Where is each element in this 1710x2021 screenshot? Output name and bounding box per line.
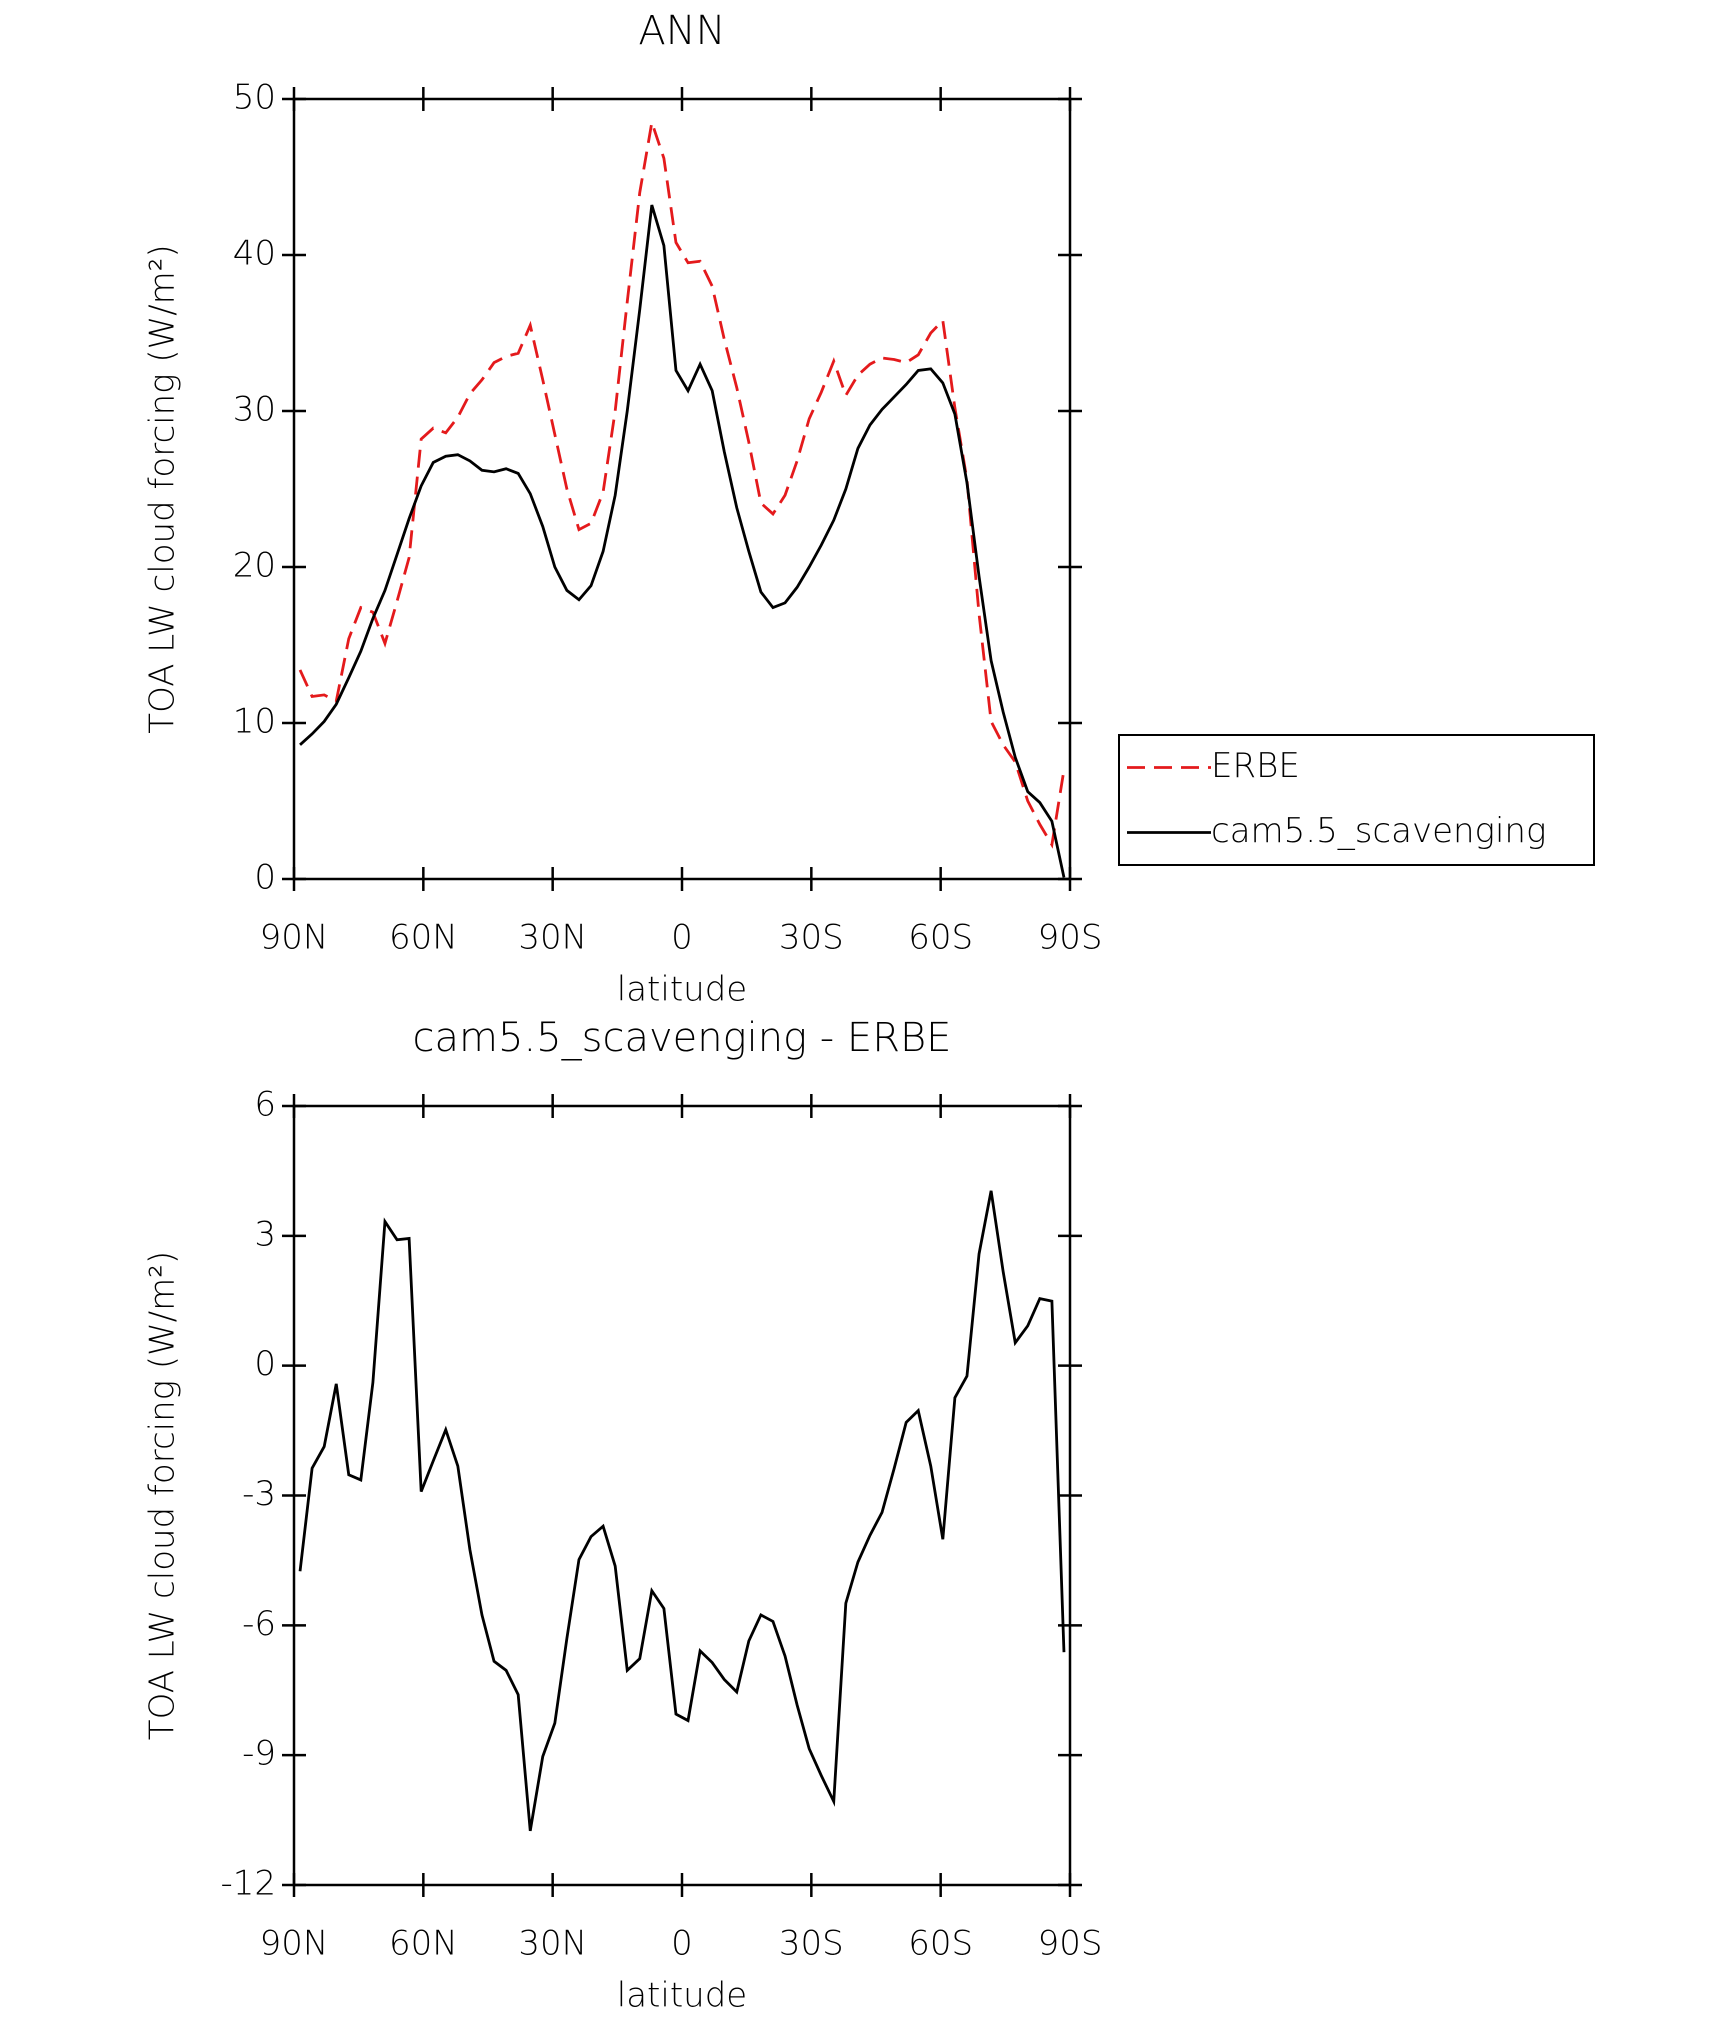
x-tick-label: 60N <box>389 918 458 958</box>
y-tick-label: 3 <box>254 1214 276 1254</box>
y-tick-label: 30 <box>233 390 276 430</box>
y-tick-label: -3 <box>242 1474 276 1514</box>
y-tick-label: 0 <box>254 1344 276 1384</box>
y-tick-label: 20 <box>233 546 276 586</box>
legend-box <box>1118 734 1595 866</box>
y-axis-label: TOA LW cloud forcing (W/m²) <box>143 1251 183 1740</box>
data-line <box>298 1190 1066 1832</box>
legend-label: ERBE <box>1211 746 1300 786</box>
x-tick-label: 0 <box>671 1924 693 1964</box>
x-tick-label: 30N <box>518 1924 587 1964</box>
y-tick-label: 6 <box>254 1085 276 1125</box>
legend-label: cam5.5_scavenging <box>1211 811 1546 851</box>
x-tick-label: 90N <box>260 1924 329 1964</box>
chart-title: cam5.5_scavenging - ERBE <box>413 1015 952 1061</box>
x-tick-label: 90S <box>1038 918 1103 958</box>
x-tick-label: 30S <box>779 918 844 958</box>
x-tick-label: 90S <box>1038 1924 1103 1964</box>
plot-frame <box>292 1104 1072 1887</box>
x-tick-label: 30S <box>779 1924 844 1964</box>
y-tick-label: 50 <box>233 78 276 118</box>
x-axis-label: latitude <box>617 1976 747 2016</box>
plot-frame <box>292 97 1072 881</box>
x-tick-label: 30N <box>518 918 587 958</box>
data-line <box>299 204 1066 878</box>
x-tick-label: 60S <box>908 918 973 958</box>
chart-title: ANN <box>638 8 725 54</box>
y-axis-label: TOA LW cloud forcing (W/m²) <box>143 244 183 733</box>
x-tick-label: 90N <box>260 918 329 958</box>
x-tick-label: 60S <box>908 1924 973 1964</box>
y-tick-label: 0 <box>254 858 276 898</box>
y-tick-label: 40 <box>233 234 276 274</box>
data-line <box>298 121 1066 849</box>
y-tick-label: -9 <box>242 1734 276 1774</box>
y-tick-label: -6 <box>242 1604 276 1644</box>
y-tick-label: 10 <box>233 702 276 742</box>
x-tick-label: 0 <box>671 918 693 958</box>
x-axis-label: latitude <box>617 970 747 1010</box>
x-tick-label: 60N <box>389 1924 458 1964</box>
y-tick-label: -12 <box>220 1864 276 1904</box>
